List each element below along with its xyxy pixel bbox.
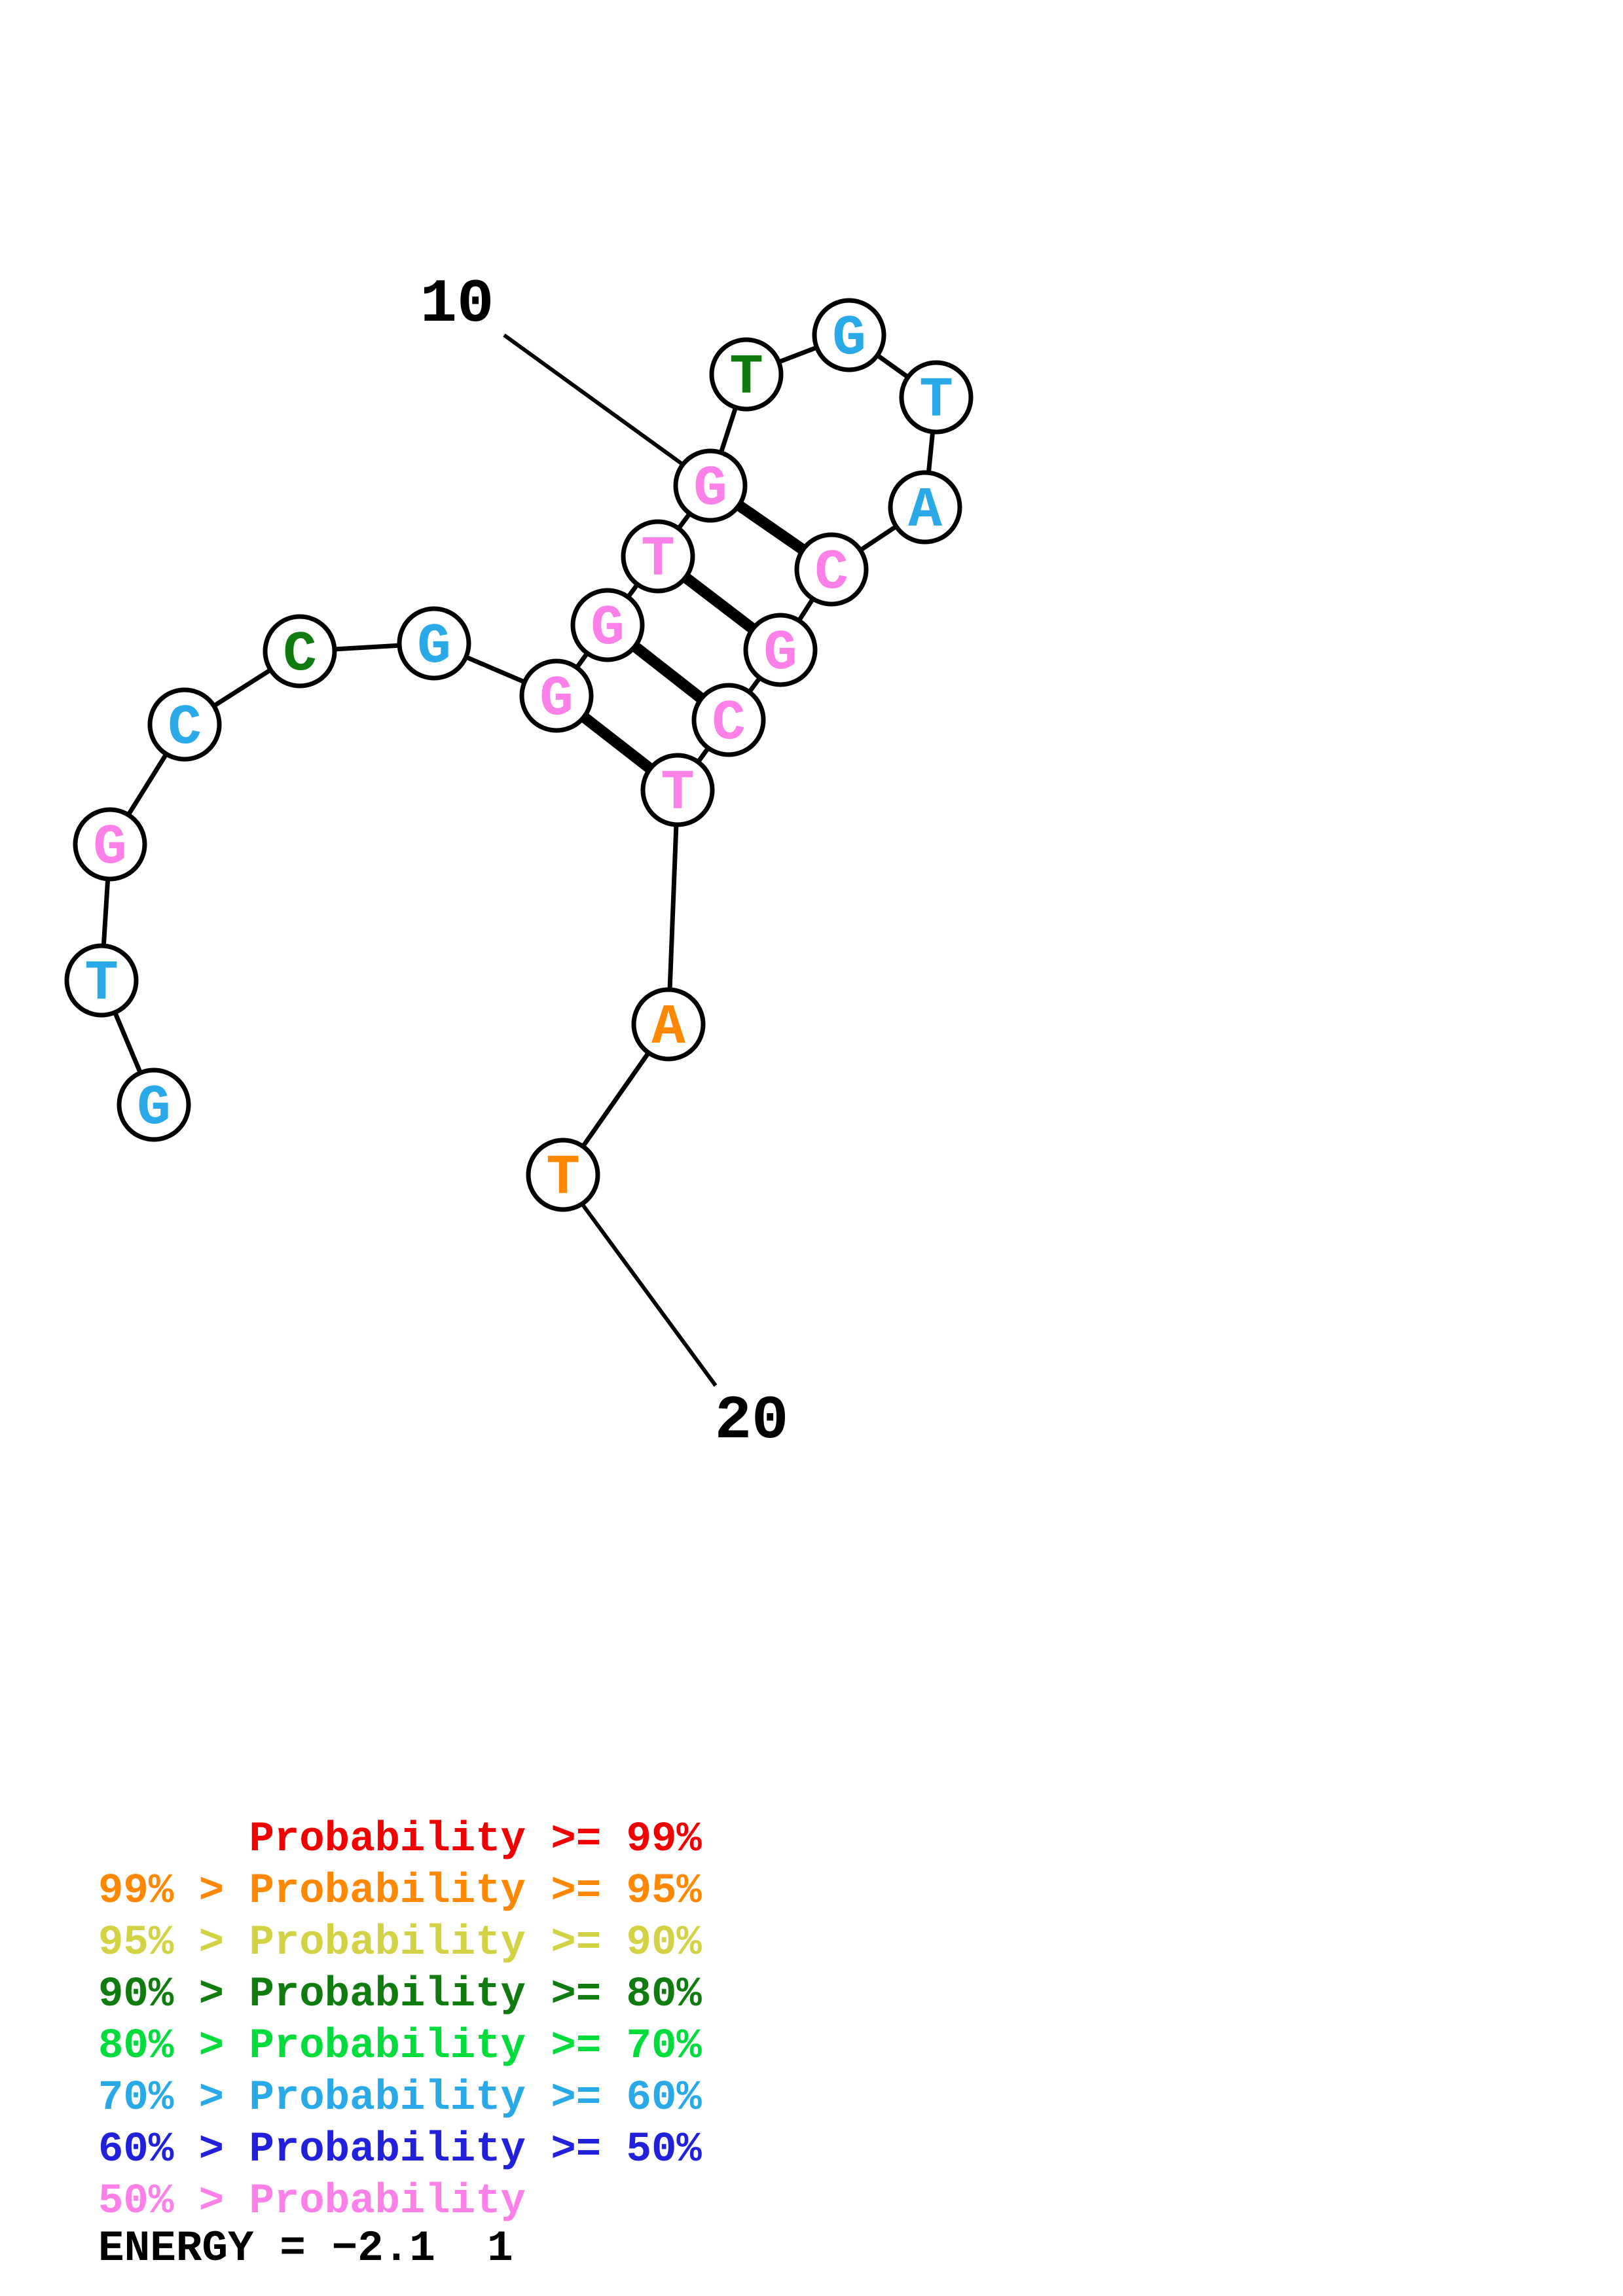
number-label-line (503, 333, 695, 475)
legend-row: 60% > Probability >= 50% (98, 2126, 702, 2174)
nucleotide-base-letter: G (591, 596, 625, 660)
nucleotide-base-letter: T (641, 528, 675, 592)
nucleotide: G (519, 658, 594, 733)
nucleotide-base-letter: G (832, 306, 866, 370)
nucleotide: G (397, 606, 471, 681)
legend-row: 50% > Probability (98, 2178, 526, 2225)
nucleotide-base-letter: G (137, 1076, 171, 1140)
legend-row: 95% > Probability >= 90% (98, 1920, 702, 1967)
nucleotide-circle (570, 588, 645, 662)
nucleotide-circle (794, 532, 869, 607)
nucleotide-circle (743, 613, 818, 687)
nucleotide-circle (397, 606, 471, 681)
legend-row: 90% > Probability >= 80% (98, 1971, 702, 2018)
number-label-line (579, 1202, 718, 1387)
nucleotide-base-letter: T (546, 1146, 580, 1210)
nucleotide-circle (673, 448, 748, 523)
nucleotide-circle (631, 987, 706, 1062)
energy-readout: ENERGY = −2.1 1 (98, 2224, 513, 2273)
nucleotide-circle (519, 658, 594, 733)
nucleotide-base-letter: G (417, 615, 451, 679)
nucleotide-base-letter: T (84, 952, 119, 1016)
nucleotide: T (709, 337, 784, 412)
nucleotide-circle (263, 614, 337, 689)
nucleotide: A (888, 470, 962, 545)
legend-row: 80% > Probability >= 70% (98, 2023, 702, 2070)
nucleotide-base-letter: C (168, 696, 202, 760)
nucleotide-circle (73, 807, 147, 882)
nucleotide: G (743, 613, 818, 687)
nucleotide: T (526, 1138, 600, 1212)
nucleotide: G (673, 448, 748, 523)
probability-legend: Probability >= 99% 99% > Probability >= 9… (98, 1814, 702, 2228)
nucleotide: T (899, 360, 974, 435)
nucleotide-base-letter: T (661, 761, 695, 825)
nucleotide-base-letter: C (712, 691, 746, 755)
nucleotide-circle (621, 519, 695, 594)
nucleotide-circle (64, 943, 139, 1018)
nucleotide: C (263, 614, 337, 689)
nucleotide: T (640, 753, 715, 827)
nucleotide: C (691, 683, 766, 757)
legend-row: 99% > Probability >= 95% (98, 1868, 702, 1915)
nucleotide: A (631, 987, 706, 1062)
nucleotide-base-letter: C (814, 541, 848, 605)
nucleotide: G (570, 588, 645, 662)
legend-row: 70% > Probability >= 60% (98, 2075, 702, 2122)
nucleotide-circle (899, 360, 974, 435)
nucleotide-circle (888, 470, 962, 545)
nucleotide: G (73, 807, 147, 882)
nucleotide-base-letter: A (651, 996, 685, 1060)
nucleotide-base-letter: T (919, 368, 953, 433)
nucleotide-circle (812, 298, 886, 372)
sequence-number-label: 20 (715, 1387, 789, 1456)
nucleotide-base-letter: G (763, 621, 797, 685)
nucleotide: T (64, 943, 139, 1018)
nucleotide: G (812, 298, 886, 372)
legend-row: Probability >= 99% (98, 1816, 702, 1863)
nucleotide: T (621, 519, 695, 594)
nucleotide-circle (691, 683, 766, 757)
nucleotide: C (794, 532, 869, 607)
number-label-lines (503, 333, 718, 1387)
nucleotide-base-letter: T (729, 346, 763, 410)
nucleotide-base-letter: G (93, 816, 127, 880)
number-labels: 10 20 (420, 270, 789, 1456)
nucleotide-base-letter: A (908, 478, 942, 543)
nucleotide-circle (117, 1067, 191, 1142)
nucleotide-base-letter: G (693, 457, 727, 521)
sequence-number-label: 10 (420, 270, 494, 340)
nucleotide-base-letter: C (283, 622, 317, 687)
nucleotide-circle (640, 753, 715, 827)
backbone-lines (99, 332, 939, 1177)
nucleotide: C (147, 687, 222, 762)
nucleotide-circle (526, 1138, 600, 1212)
nucleotide-circle (147, 687, 222, 762)
nucleotide: G (117, 1067, 191, 1142)
nucleotide-base-letter: G (539, 667, 574, 731)
backbone-segment (666, 789, 680, 1025)
nucleotide-circle (709, 337, 784, 412)
